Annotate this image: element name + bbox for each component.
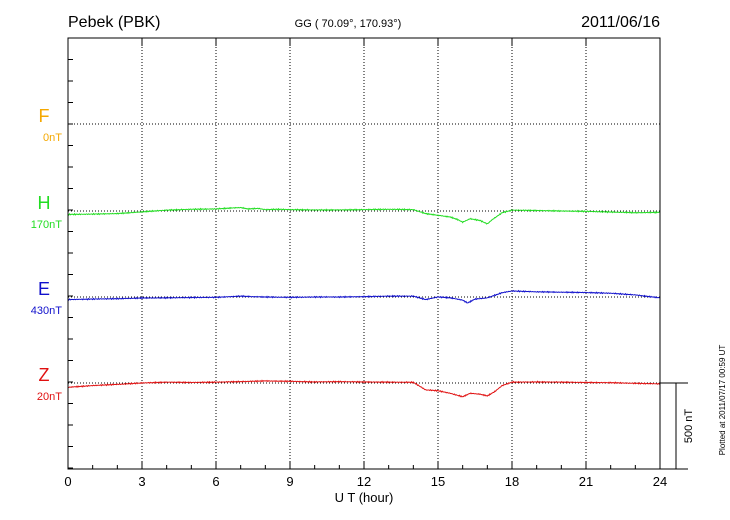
series-traces (67, 206, 661, 398)
x-tick-label-9: 9 (286, 474, 293, 489)
x-tick-label-6: 6 (212, 474, 219, 489)
plot-frame (67, 37, 661, 470)
scale-bar: 500 nT (660, 382, 695, 470)
x-axis-label: U T (hour) (335, 490, 394, 505)
series-name-Z: Z (39, 365, 50, 385)
trace-Z (67, 379, 661, 398)
trace-E (67, 289, 661, 304)
trace-H (67, 206, 661, 225)
station-title: Pebek (PBK) (68, 14, 160, 31)
scale-bar-label: 500 nT (683, 409, 695, 444)
grid-lines (67, 37, 661, 469)
x-tick-label-18: 18 (505, 474, 519, 489)
series-labels: F 0nT H 170nT E 430nT Z 20nT (31, 106, 62, 403)
x-tick-label-15: 15 (431, 474, 445, 489)
x-tick-label-12: 12 (357, 474, 371, 489)
x-tick-label-21: 21 (579, 474, 593, 489)
series-baseline-F: 0nT (43, 132, 62, 144)
series-baseline-H: 170nT (31, 219, 62, 231)
x-tick-label-24: 24 (653, 474, 667, 489)
series-name-H: H (38, 193, 51, 213)
series-name-E: E (38, 279, 50, 299)
plotted-timestamp: Plotted at 2011/07/17 00:59 UT (718, 345, 727, 456)
date-label: 2011/06/16 (581, 14, 660, 31)
x-tick-label-0: 0 (64, 474, 71, 489)
x-tick-label-3: 3 (138, 474, 145, 489)
coordinates-label: GG ( 70.09°, 170.93°) (295, 18, 402, 30)
x-tick-labels: 0 3 6 9 12 15 18 21 24 (64, 474, 667, 489)
series-name-F: F (39, 106, 50, 126)
series-baseline-Z: 20nT (37, 391, 62, 403)
series-baseline-E: 430nT (31, 305, 62, 317)
